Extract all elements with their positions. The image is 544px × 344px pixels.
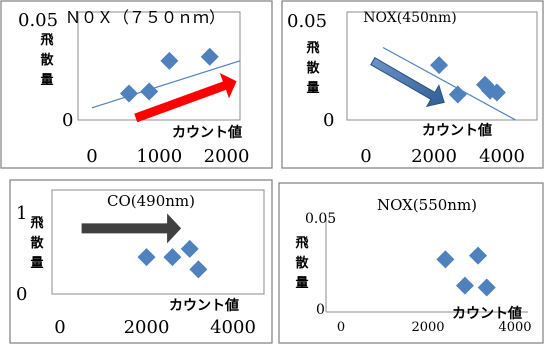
y-tick-label: 0: [323, 110, 334, 131]
x-tick-label: 0: [337, 320, 345, 335]
trend-arrow: [370, 57, 445, 108]
data-point: [200, 47, 219, 66]
y-tick-label: 0.05: [18, 10, 58, 31]
x-tick-label: 2000: [411, 320, 444, 335]
trendline: [91, 60, 241, 109]
data-point: [189, 260, 208, 279]
x-tick-label: 0: [86, 146, 97, 167]
y-tick-label: 0.05: [287, 11, 327, 32]
x-tick-label: 2000: [204, 146, 250, 167]
chart-panel-nox-750: Ｎ０Ｘ（７５０ｎｍ） 飛散量 0 0.05 0 1000 2000 カウント値: [0, 0, 273, 169]
x-tick-label: 2000: [124, 317, 170, 338]
y-axis-label: 飛散量: [305, 41, 320, 96]
chart-title: Ｎ０Ｘ（７５０ｎｍ）: [65, 8, 225, 27]
data-point: [160, 51, 179, 70]
data-point: [430, 56, 449, 75]
x-tick-label: 0: [360, 146, 371, 167]
data-point: [140, 82, 159, 101]
x-tick-label: 4000: [479, 146, 525, 167]
data-point: [137, 248, 156, 267]
x-tick-label: 0: [54, 317, 65, 338]
x-axis-label: カウント値: [169, 297, 239, 314]
x-tick-label: 1000: [136, 146, 182, 167]
data-point: [469, 246, 488, 265]
data-point: [487, 83, 506, 102]
x-tick-label: 2000: [411, 146, 457, 167]
x-axis-label: カウント値: [422, 122, 492, 139]
data-point: [120, 84, 138, 103]
panel-frame: [278, 182, 544, 344]
x-tick-label: 4000: [210, 317, 256, 338]
y-tick-label: 0: [316, 302, 325, 318]
trend-arrow: [134, 73, 237, 123]
x-axis-label: カウント値: [452, 305, 522, 322]
data-point: [477, 278, 496, 297]
y-tick-label: 1: [16, 203, 27, 224]
data-point: [448, 85, 467, 104]
trend-arrow: [81, 213, 182, 244]
chart-title: NOX(450nm): [363, 10, 456, 26]
x-axis-label: カウント値: [172, 124, 242, 141]
chart-title: CO(490nm): [107, 192, 195, 210]
data-point: [163, 248, 182, 267]
y-tick-label: 0: [16, 284, 27, 305]
y-tick-label: 0.05: [305, 211, 336, 227]
y-axis-label: 飛散量: [39, 33, 54, 88]
y-axis-label: 飛散量: [29, 216, 44, 271]
x-tick-label: 4000: [498, 320, 531, 335]
panel-frame: [9, 179, 273, 344]
data-point: [180, 239, 199, 258]
y-axis-label: 飛散量: [294, 236, 309, 291]
data-point: [455, 276, 474, 295]
chart-title: NOX(550nm): [377, 196, 477, 214]
trendline: [382, 46, 516, 121]
data-point: [436, 250, 455, 269]
y-tick-label: 0: [62, 110, 73, 131]
